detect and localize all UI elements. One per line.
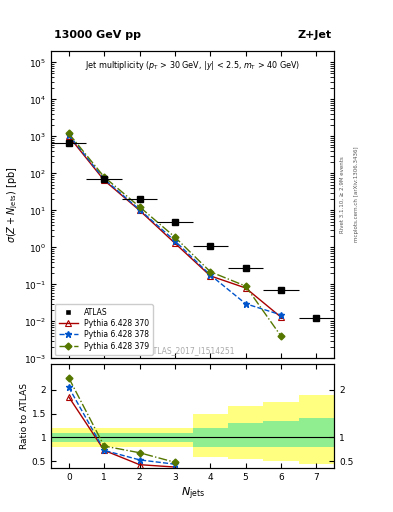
Text: 13000 GeV pp: 13000 GeV pp <box>54 30 141 40</box>
Y-axis label: $\sigma(Z + N_\mathrm{jets})$ [pb]: $\sigma(Z + N_\mathrm{jets})$ [pb] <box>6 166 20 243</box>
Text: Jet multiplicity ($p_\mathregular{T}$ > 30 GeV, $|y|$ < 2.5, $m_\mathregular{T}$: Jet multiplicity ($p_\mathregular{T}$ > … <box>85 59 300 72</box>
Text: mcplots.cern.ch [arXiv:1306.3436]: mcplots.cern.ch [arXiv:1306.3436] <box>354 147 359 242</box>
Legend: ATLAS, Pythia 6.428 370, Pythia 6.428 378, Pythia 6.428 379: ATLAS, Pythia 6.428 370, Pythia 6.428 37… <box>55 304 153 355</box>
Y-axis label: Ratio to ATLAS: Ratio to ATLAS <box>20 383 29 449</box>
Text: Z+Jet: Z+Jet <box>297 30 331 40</box>
Text: ATLAS_2017_I1514251: ATLAS_2017_I1514251 <box>149 346 236 355</box>
X-axis label: $N_\mathrm{jets}$: $N_\mathrm{jets}$ <box>180 485 205 502</box>
Text: Rivet 3.1.10, ≥ 2.9M events: Rivet 3.1.10, ≥ 2.9M events <box>340 156 345 233</box>
